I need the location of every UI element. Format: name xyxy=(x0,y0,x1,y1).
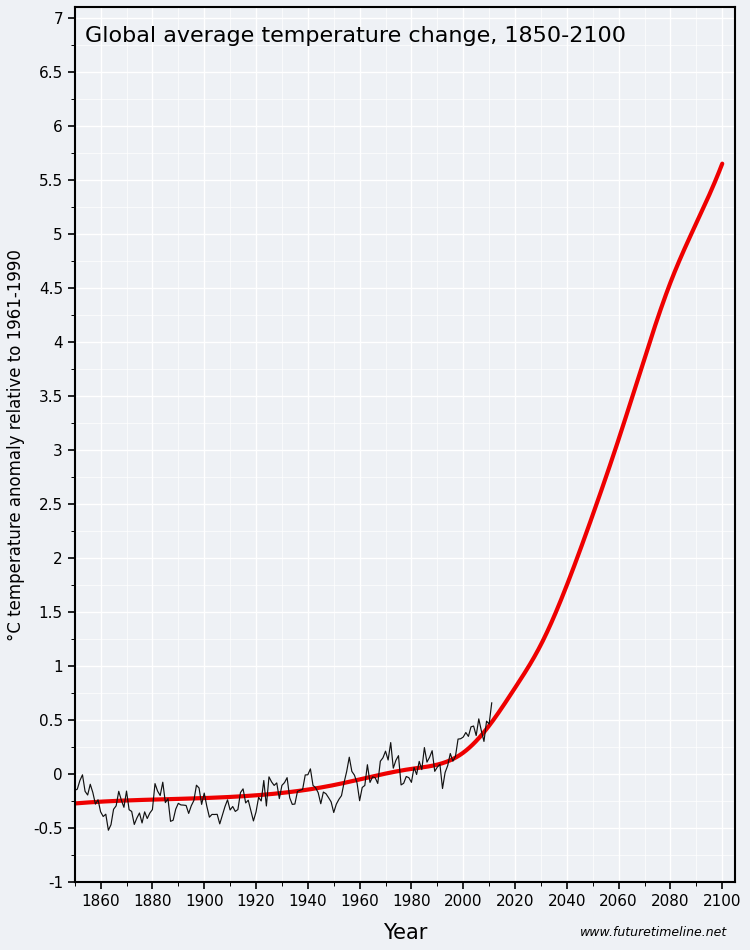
X-axis label: Year: Year xyxy=(382,923,427,943)
Text: www.futuretimeline.net: www.futuretimeline.net xyxy=(580,925,728,939)
Text: Global average temperature change, 1850-2100: Global average temperature change, 1850-… xyxy=(85,27,626,47)
Y-axis label: °C temperature anomaly relative to 1961-1990: °C temperature anomaly relative to 1961-… xyxy=(7,249,25,640)
